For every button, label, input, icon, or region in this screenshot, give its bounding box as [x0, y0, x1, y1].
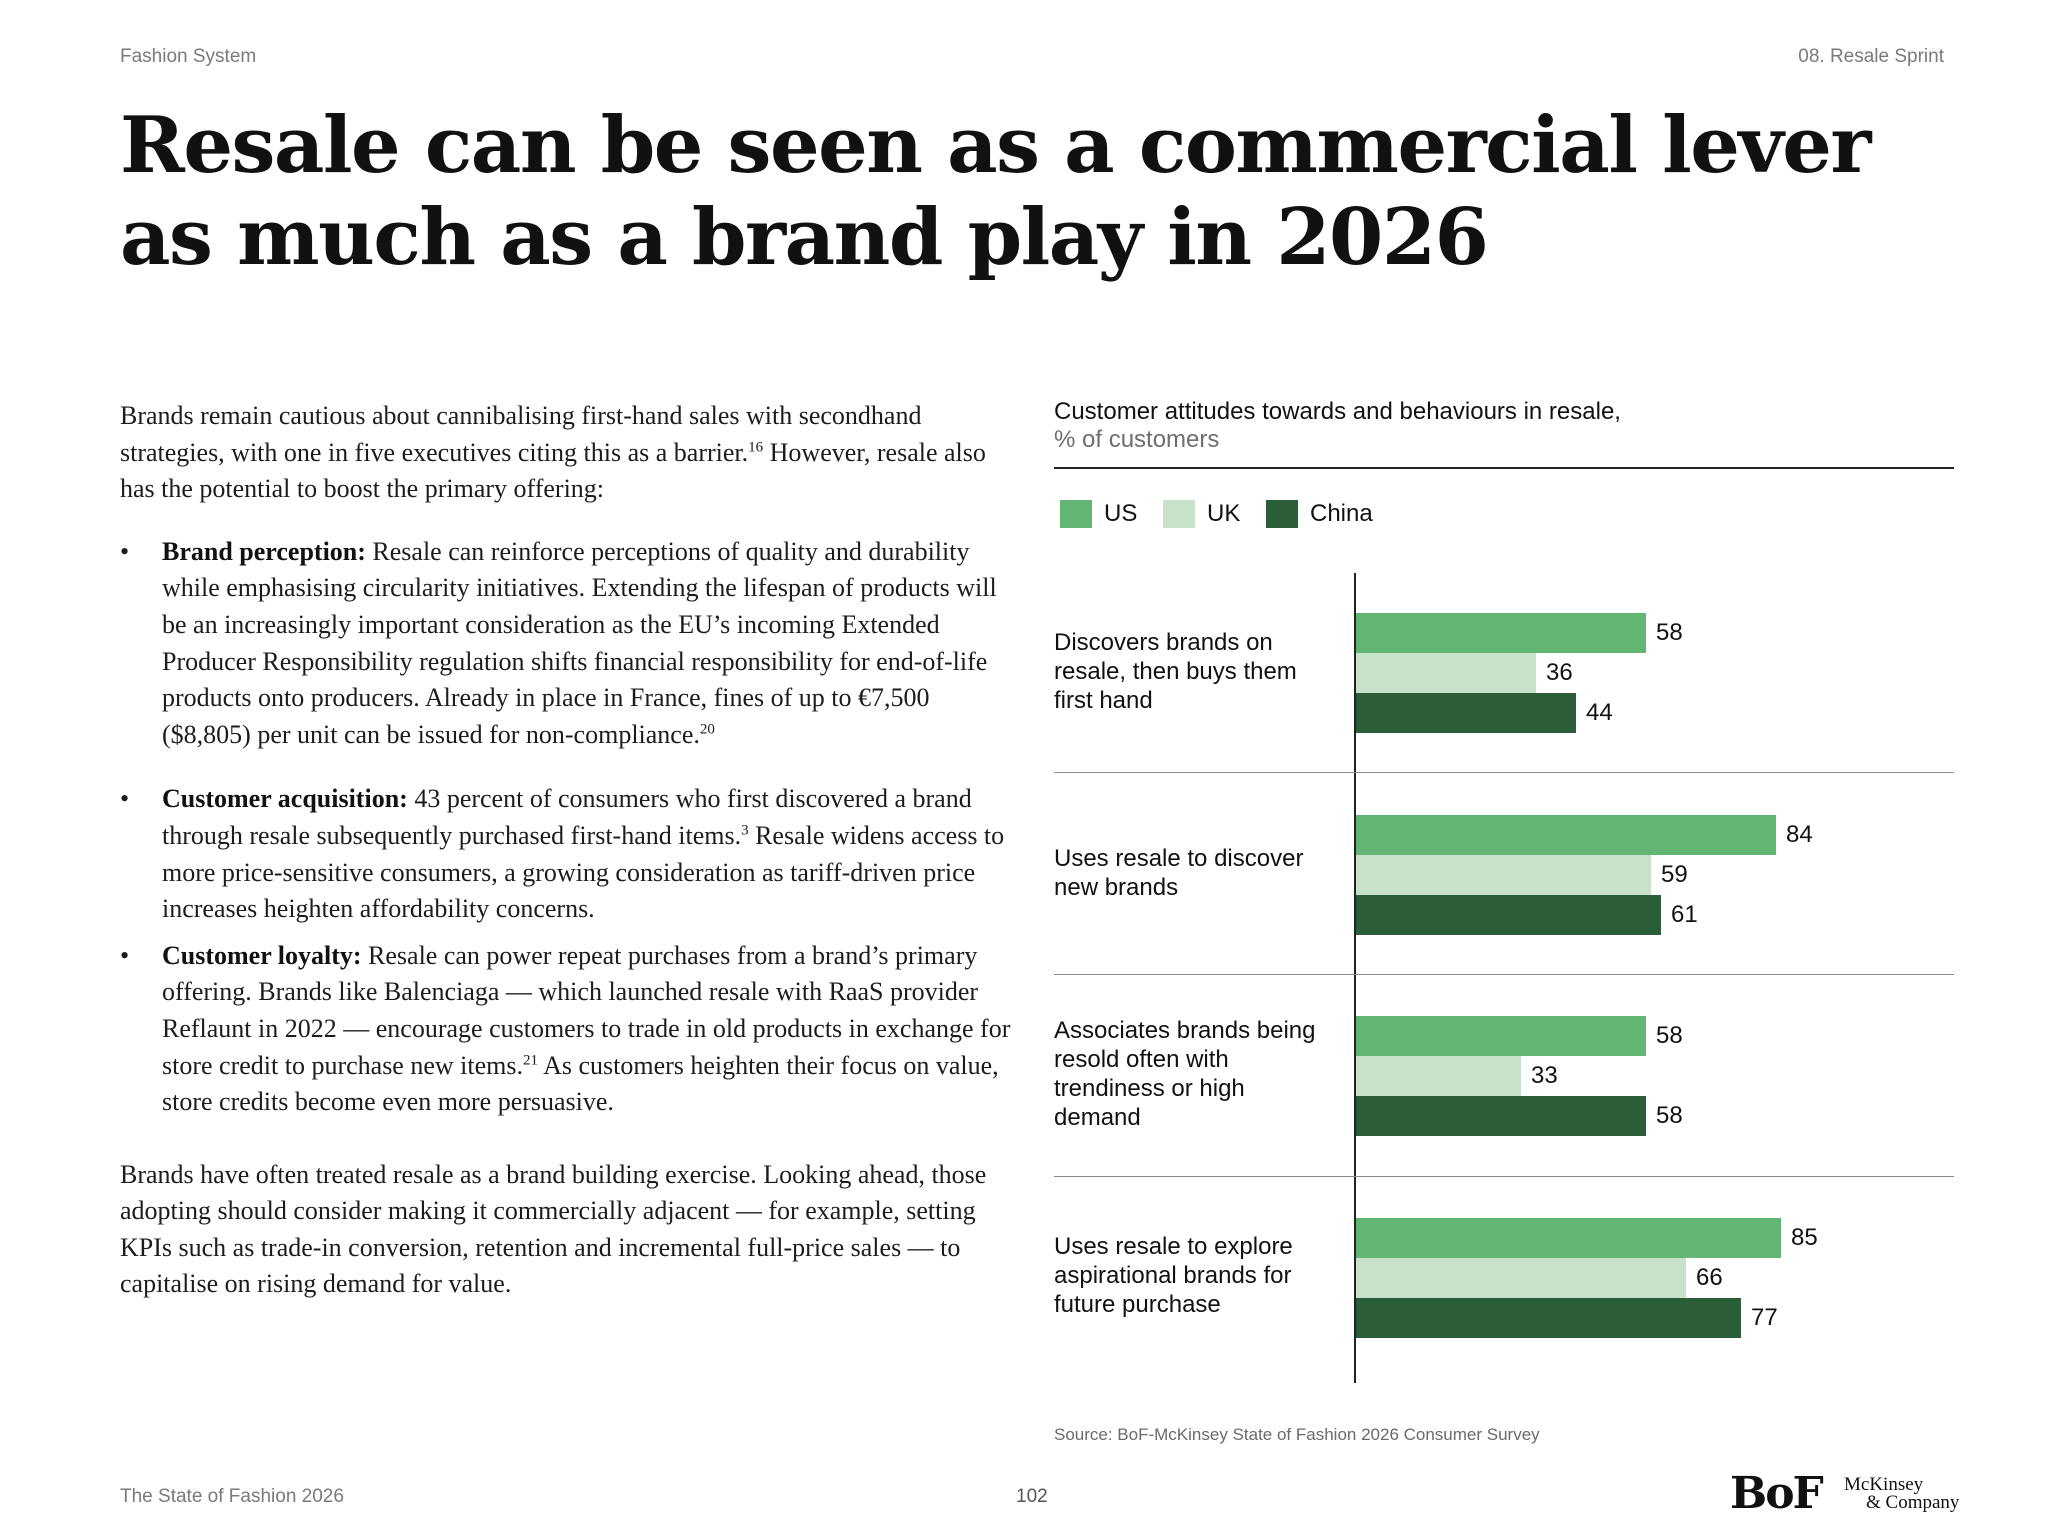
bullet-text: Resale can reinforce perceptions of qual…: [162, 536, 997, 749]
chart-title-rule: [1054, 467, 1954, 469]
chart-title-text: Customer attitudes towards and behaviour…: [1054, 398, 1621, 425]
intro-text-cont: However, resale also has the potential t…: [120, 437, 986, 504]
category-label: Uses resale to explore aspirational bran…: [1054, 1233, 1293, 1318]
bar-value-label: 59: [1661, 861, 1688, 888]
mckinsey-logo: McKinsey & Company: [1844, 1474, 1964, 1513]
bullet-lead: Brand perception:: [162, 536, 366, 566]
running-header-chapter: 08. Resale Sprint: [1798, 46, 1944, 67]
bar-us: [1356, 815, 1776, 855]
page-title: Resale can be seen as a commercial lever…: [120, 100, 1871, 283]
category-label: Uses resale to discover new brands: [1054, 845, 1304, 901]
bar-china: [1356, 693, 1576, 733]
bar-us: [1356, 1218, 1781, 1258]
bar-value-label: 66: [1696, 1264, 1723, 1291]
body-text: Brands remain cautious about cannibalisi…: [120, 398, 1020, 1303]
mckinsey-logo-line2: & Company: [1866, 1492, 1960, 1513]
bar-value-label: 58: [1656, 1022, 1683, 1049]
legend-swatch: [1266, 499, 1298, 528]
bullet-lead: Customer acquisition:: [162, 784, 408, 814]
bar-us: [1356, 1016, 1646, 1056]
bar-uk: [1356, 855, 1651, 895]
legend-swatch: [1060, 499, 1092, 528]
legend-label: UK: [1207, 499, 1241, 527]
legend-label: China: [1310, 499, 1373, 527]
page-number: 102: [1016, 1486, 1048, 1507]
chart-unit: % of customers: [1054, 426, 1220, 453]
footnote-ref: 3: [741, 822, 749, 839]
bar-value-label: 58: [1656, 1102, 1683, 1129]
bar-uk: [1356, 1056, 1521, 1096]
category-separator: [1054, 1176, 1954, 1177]
bullet-dot: •: [120, 536, 130, 566]
legend-swatch: [1163, 499, 1195, 528]
bar-china: [1356, 895, 1661, 935]
bullet-dot: •: [120, 940, 130, 970]
footnote-ref: 20: [699, 721, 715, 738]
legend-item-us: US: [1060, 499, 1137, 528]
legend-label: US: [1104, 499, 1138, 527]
bar-value-label: 36: [1546, 659, 1573, 686]
chart-source: Source: BoF-McKinsey State of Fashion 20…: [1054, 1425, 1540, 1444]
bar-us: [1356, 613, 1646, 653]
chart-title: Customer attitudes towards and behaviour…: [1054, 398, 1954, 454]
bullet-text: 43 percent of consumers who first discov…: [162, 784, 972, 850]
bar-value-label: 33: [1531, 1062, 1558, 1089]
legend-item-china: China: [1266, 499, 1373, 528]
category-separator: [1054, 772, 1954, 773]
bullet-text-cont: As customers heighten their focus on val…: [162, 1050, 999, 1117]
intro-text: Brands remain cautious about cannibalisi…: [120, 401, 922, 467]
bar-value-label: 85: [1791, 1224, 1818, 1251]
bullet-customer-loyalty: • Customer loyalty: Resale can power repe…: [120, 938, 1020, 1121]
bullet-text: Resale can power repeat purchases from a…: [162, 940, 1011, 1080]
category-separator: [1054, 974, 1954, 975]
footnote-ref: 16: [748, 438, 764, 455]
bullet-list: • Brand perception: Resale can reinforce …: [120, 534, 1020, 1121]
bar-value-label: 58: [1656, 619, 1683, 646]
category-label: Associates brands being resold often wit…: [1054, 1017, 1316, 1131]
bar-china: [1356, 1096, 1646, 1136]
bullet-brand-perception: • Brand perception: Resale can reinforce …: [120, 534, 1020, 754]
bullet-text-cont: Resale widens access to more price-sensi…: [162, 820, 1005, 924]
running-header-section: Fashion System: [120, 46, 257, 67]
bar-value-label: 61: [1671, 901, 1698, 928]
bof-logo: BoF: [1730, 1468, 1824, 1519]
bar-value-label: 44: [1586, 699, 1613, 726]
bar-value-label: 84: [1786, 821, 1813, 848]
intro-paragraph: Brands remain cautious about cannibalisi…: [120, 398, 1020, 508]
bar-china: [1356, 1298, 1741, 1338]
bar-uk: [1356, 1258, 1686, 1298]
bar-uk: [1356, 653, 1536, 693]
legend-item-uk: UK: [1163, 499, 1240, 528]
bullet-lead: Customer loyalty:: [162, 940, 362, 970]
closing-paragraph: Brands have often treated resale as a br…: [120, 1159, 987, 1299]
bar-value-label: 77: [1751, 1304, 1778, 1331]
bullet-dot: •: [120, 784, 130, 814]
footnote-ref: 21: [523, 1051, 538, 1068]
category-label: Discovers brands on resale, then buys th…: [1054, 629, 1297, 714]
mckinsey-logo-line1: McKinsey: [1844, 1474, 1924, 1495]
bullet-customer-acquisition: • Customer acquisition: 43 percent of con…: [120, 781, 1020, 927]
chart-axis-line: [1354, 573, 1356, 1383]
footer-publication: The State of Fashion 2026: [120, 1486, 344, 1507]
